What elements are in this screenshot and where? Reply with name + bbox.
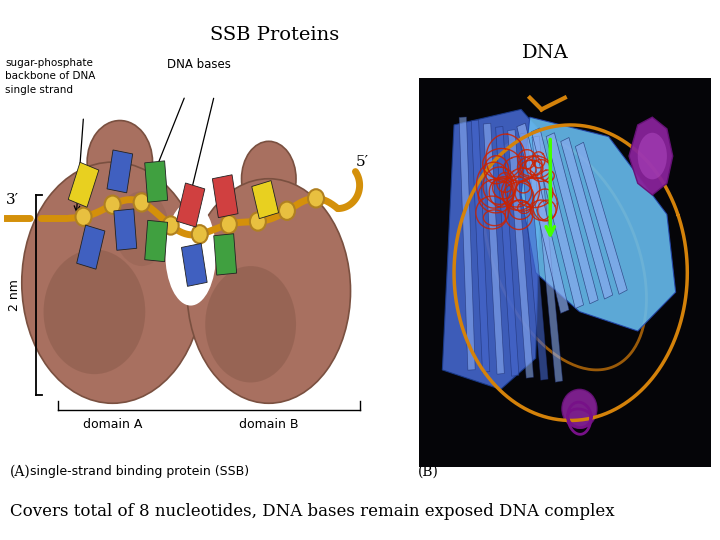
Ellipse shape [241, 141, 296, 216]
Ellipse shape [114, 191, 169, 266]
Text: domain A: domain A [83, 418, 143, 431]
Polygon shape [107, 150, 132, 193]
Polygon shape [114, 209, 137, 250]
Text: 3′: 3′ [6, 193, 19, 207]
Polygon shape [212, 175, 238, 218]
Circle shape [279, 201, 295, 220]
Circle shape [104, 195, 120, 214]
Text: sugar-phosphate
backbone of DNA
single strand: sugar-phosphate backbone of DNA single s… [6, 58, 96, 94]
Ellipse shape [638, 133, 667, 179]
Circle shape [192, 225, 208, 244]
Polygon shape [483, 123, 504, 374]
Polygon shape [459, 117, 475, 370]
Polygon shape [561, 138, 613, 299]
Ellipse shape [166, 201, 216, 306]
Polygon shape [517, 123, 569, 313]
Polygon shape [495, 126, 519, 376]
Text: (A): (A) [10, 465, 31, 479]
Text: single-strand binding protein (SSB): single-strand binding protein (SSB) [30, 465, 249, 478]
Polygon shape [520, 133, 548, 380]
Polygon shape [508, 130, 534, 378]
Text: 2 nm: 2 nm [8, 279, 21, 311]
Circle shape [134, 193, 150, 212]
Polygon shape [214, 234, 237, 275]
Ellipse shape [87, 120, 153, 204]
Text: DNA: DNA [521, 44, 568, 62]
Polygon shape [532, 136, 562, 382]
Polygon shape [181, 244, 207, 286]
Polygon shape [531, 128, 584, 308]
Circle shape [163, 217, 179, 235]
Circle shape [308, 189, 324, 207]
Circle shape [221, 215, 237, 233]
Polygon shape [629, 117, 672, 195]
Polygon shape [575, 142, 627, 294]
Text: domain B: domain B [239, 418, 299, 431]
Ellipse shape [22, 162, 203, 403]
Polygon shape [521, 117, 675, 331]
Polygon shape [176, 183, 204, 227]
Polygon shape [442, 110, 541, 389]
Ellipse shape [187, 179, 351, 403]
Ellipse shape [562, 389, 597, 428]
Ellipse shape [43, 249, 145, 374]
Text: 5′: 5′ [356, 156, 369, 169]
Polygon shape [145, 161, 168, 202]
Polygon shape [76, 225, 105, 269]
Polygon shape [472, 120, 490, 372]
Text: (B): (B) [418, 465, 439, 479]
Ellipse shape [205, 266, 296, 382]
Text: SSB Proteins: SSB Proteins [210, 26, 340, 44]
Polygon shape [145, 220, 168, 262]
Text: Covers total of 8 nucleotides, DNA bases remain exposed DNA complex: Covers total of 8 nucleotides, DNA bases… [10, 503, 615, 521]
Polygon shape [546, 133, 598, 304]
Polygon shape [68, 163, 99, 207]
Circle shape [76, 207, 91, 226]
Text: DNA bases: DNA bases [167, 58, 231, 71]
Polygon shape [252, 180, 279, 219]
Circle shape [250, 212, 266, 231]
